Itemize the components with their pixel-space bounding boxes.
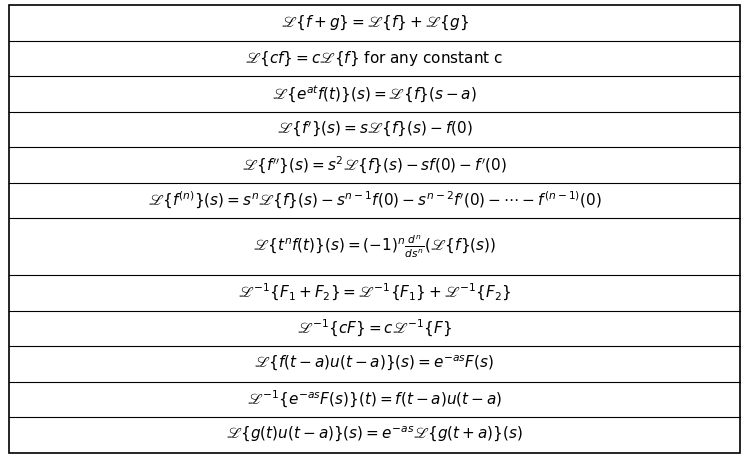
Text: $\mathscr{L}\left\{t^nf(t)\right\}(s) = (-1)^n\frac{d^n}{ds^n}(\mathscr{L}\{f\}(: $\mathscr{L}\left\{t^nf(t)\right\}(s) = … bbox=[253, 234, 496, 260]
Text: $\mathscr{L}^{-1}\{cF\} = c\mathscr{L}^{-1}\{F\}$: $\mathscr{L}^{-1}\{cF\} = c\mathscr{L}^{… bbox=[297, 318, 452, 339]
Text: $\mathscr{L}\left\{f^{(n)}\right\}(s) = s^n\mathscr{L}\{f\}(s) - s^{n-1}f(0) - s: $\mathscr{L}\left\{f^{(n)}\right\}(s) = … bbox=[148, 190, 601, 211]
Text: $\mathscr{L}\{f'\}(s) = s\mathscr{L}\{f\}(s) - f(0)$: $\mathscr{L}\{f'\}(s) = s\mathscr{L}\{f\… bbox=[276, 120, 473, 139]
Text: $\mathscr{L}\{f + g\} = \mathscr{L}\{f\} + \mathscr{L}\{g\}$: $\mathscr{L}\{f + g\} = \mathscr{L}\{f\}… bbox=[281, 14, 468, 33]
Text: $\mathscr{L}\{f(t-a)u(t-a)\}(s) = e^{-as}F(s)$: $\mathscr{L}\{f(t-a)u(t-a)\}(s) = e^{-as… bbox=[255, 354, 494, 373]
Text: $\mathscr{L}\{f''\}(s) = s^2\mathscr{L}\{f\}(s) - sf(0) - f'(0)$: $\mathscr{L}\{f''\}(s) = s^2\mathscr{L}\… bbox=[242, 155, 507, 176]
Text: $\mathscr{L}\left\{e^{at}f(t)\right\}(s) = \mathscr{L}\{f\}(s-a)$: $\mathscr{L}\left\{e^{at}f(t)\right\}(s)… bbox=[272, 84, 477, 105]
Text: $\mathscr{L}\{cf\} = c\mathscr{L}\{f\}$ for any constant c: $\mathscr{L}\{cf\} = c\mathscr{L}\{f\}$ … bbox=[246, 49, 503, 68]
Text: $\mathscr{L}^{-1}\left\{F_1 + F_2\right\} = \mathscr{L}^{-1}\left\{F_1\right\} +: $\mathscr{L}^{-1}\left\{F_1 + F_2\right\… bbox=[237, 282, 512, 303]
Text: $\mathscr{L}\{g(t)u(t-a)\}(s) = e^{-as}\mathscr{L}\{g(t+a)\}(s)$: $\mathscr{L}\{g(t)u(t-a)\}(s) = e^{-as}\… bbox=[226, 425, 523, 444]
Text: $\mathscr{L}^{-1}\left\{e^{-as}F(s)\right\}(t) = f(t-a)u(t-a)$: $\mathscr{L}^{-1}\left\{e^{-as}F(s)\righ… bbox=[246, 389, 503, 410]
